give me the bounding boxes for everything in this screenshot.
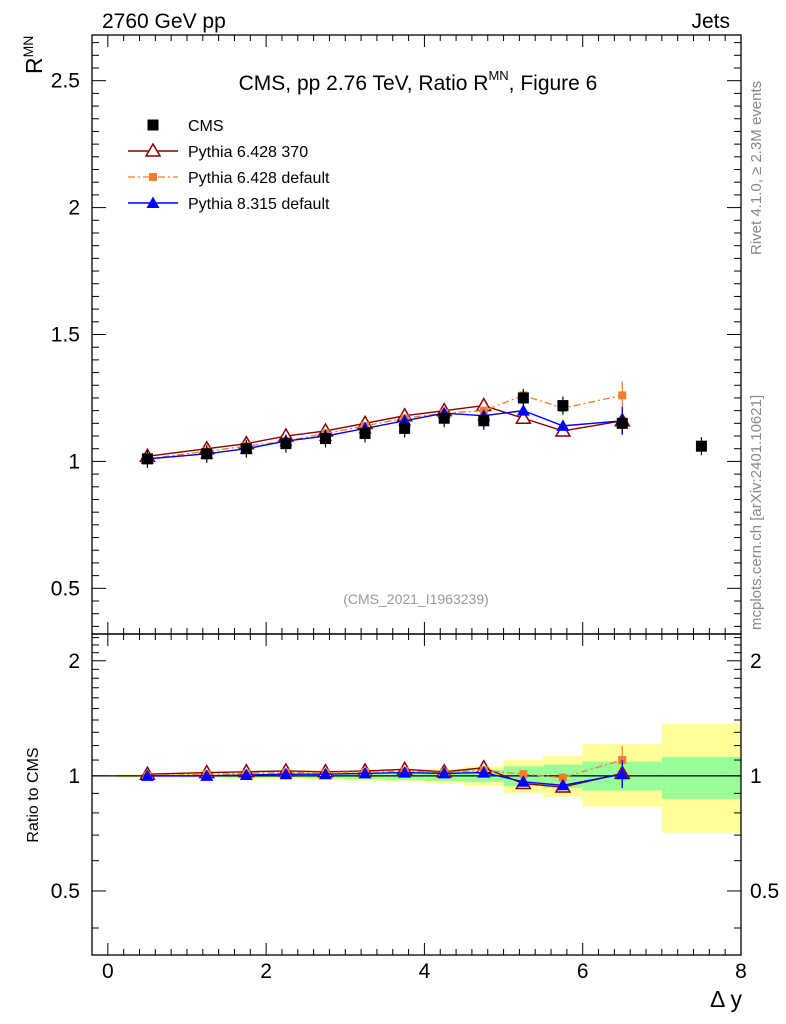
ratio-pythia-8-315-default-point — [556, 778, 570, 791]
legend-label: CMS — [188, 118, 224, 135]
cms-point — [616, 417, 628, 429]
xtick-label: 4 — [419, 960, 431, 983]
ratio-pythia-6-428-default-line — [147, 759, 623, 779]
ratio-pythia-8-315-default-point — [239, 768, 253, 781]
xtick-label: 8 — [735, 960, 747, 983]
header-jets-label: Jets — [691, 10, 730, 33]
main-ylabel-main: R — [21, 57, 47, 74]
ratio-pythia-8-315-default-point — [615, 767, 629, 780]
cms-point — [438, 412, 450, 424]
legend-label: Pythia 6.428 370 — [188, 144, 308, 161]
main-pythia-8-315-default-line — [147, 409, 623, 460]
ratio-frame — [91, 633, 742, 956]
ratio-ylabel: Ratio to CMS — [25, 747, 42, 842]
ratio-pythia-8-315-default-point — [279, 767, 293, 780]
ratio-pythia-8-315-default-point — [437, 766, 451, 779]
xtick-label: 0 — [102, 960, 114, 983]
main-panel: CMS, pp 2.76 TeV, Ratio RMN, Figure 6 (C… — [51, 34, 742, 635]
main-pythia-8-315-default-point — [516, 404, 530, 416]
main-ylabel-sup: MN — [20, 36, 36, 58]
legend-label: Pythia 6.428 default — [188, 170, 330, 187]
main-ytick-label: 0.5 — [51, 577, 80, 600]
main-pythia-6-428-370-line — [147, 404, 623, 458]
main-ytick-label: 2.5 — [51, 70, 80, 93]
band-inner-12 — [661, 757, 741, 799]
mcplots-label: mcplots.cern.ch [arXiv:2401.10621] — [748, 395, 765, 630]
xtick-label: 6 — [577, 960, 589, 983]
ratio-pythia-6-428-default-point — [618, 756, 627, 765]
rivet-version-label: Rivet 4.1.0, ≥ 2.3M events — [748, 81, 765, 255]
cms-point — [359, 427, 371, 439]
main-pythia-6-428-default-line — [147, 394, 623, 460]
main-title-main: CMS, pp 2.76 TeV, Ratio R — [239, 72, 489, 95]
ratio-pythia-6-428-default-point — [558, 773, 567, 782]
cms-point — [240, 443, 252, 455]
ratio-pythia-8-315-default-point — [358, 766, 372, 779]
ratio-pythia-6-428-370-line — [147, 767, 623, 788]
ratio-ytick-label-left: 1 — [68, 765, 80, 788]
legend-label: Pythia 8.315 default — [188, 196, 330, 213]
ratio-pythia-8-315-default-line — [147, 771, 623, 786]
ratio-pythia-8-315-default-point — [477, 766, 491, 778]
legend-cms-marker — [147, 119, 159, 131]
legend-marker — [146, 196, 160, 208]
ratio-pythia-6-428-default-point — [519, 770, 528, 779]
cms-point — [141, 453, 153, 465]
main-ytick-label: 2 — [68, 197, 80, 220]
ratio-pythia-8-315-default-point — [200, 769, 214, 781]
ratio-ytick-label-right: 1 — [750, 765, 762, 788]
main-ylabel: RMN — [20, 36, 47, 74]
ratio-ytick-label-left: 2 — [68, 650, 80, 673]
ratio-pythia-8-315-default-point — [318, 767, 332, 780]
ratio-pythia-8-315-default-point — [398, 766, 412, 778]
main-pythia-6-428-default-point — [618, 391, 627, 400]
main-title: CMS, pp 2.76 TeV, Ratio RMN, Figure 6 — [239, 68, 598, 95]
xtick-label: 2 — [260, 960, 272, 983]
main-pythia-6-428-370-point — [515, 409, 532, 425]
ratio-ytick-label-right: 2 — [750, 650, 762, 673]
header-energy-label: 2760 GeV pp — [102, 10, 226, 33]
cms-point — [478, 415, 490, 427]
legend: CMS Pythia 6.428 370 Pythia 6.428 default P… — [128, 118, 330, 213]
main-ytick-label: 1.5 — [51, 324, 80, 347]
cms-point — [557, 400, 569, 412]
analysis-watermark: (CMS_2021_I1963239) — [343, 591, 489, 607]
ratio-pythia-8-315-default-point — [516, 775, 530, 787]
ratio-xlabel: Δ y — [710, 986, 742, 1012]
ratio-pythia-8-315-default-point — [140, 769, 154, 781]
legend-marker — [149, 173, 157, 181]
legend-marker — [144, 142, 162, 157]
ratio-ytick-label-right: 0.5 — [750, 880, 779, 903]
main-title-suffix: , Figure 6 — [509, 72, 598, 95]
cms-point — [517, 392, 529, 404]
cms-point — [399, 422, 411, 434]
ratio-ytick-label-left: 0.5 — [51, 880, 80, 903]
main-ytick-label: 1 — [68, 450, 80, 473]
cms-point — [319, 433, 331, 445]
cms-point — [695, 440, 707, 452]
cms-point — [280, 438, 292, 450]
cms-point — [201, 448, 213, 460]
main-pythia-8-315-default-point — [556, 419, 570, 431]
ratio-panel: Δ y 0 2 4 6 8 0.5 0.5 1 1 2 2 — [51, 633, 779, 1012]
main-title-sup: MN — [488, 68, 508, 83]
